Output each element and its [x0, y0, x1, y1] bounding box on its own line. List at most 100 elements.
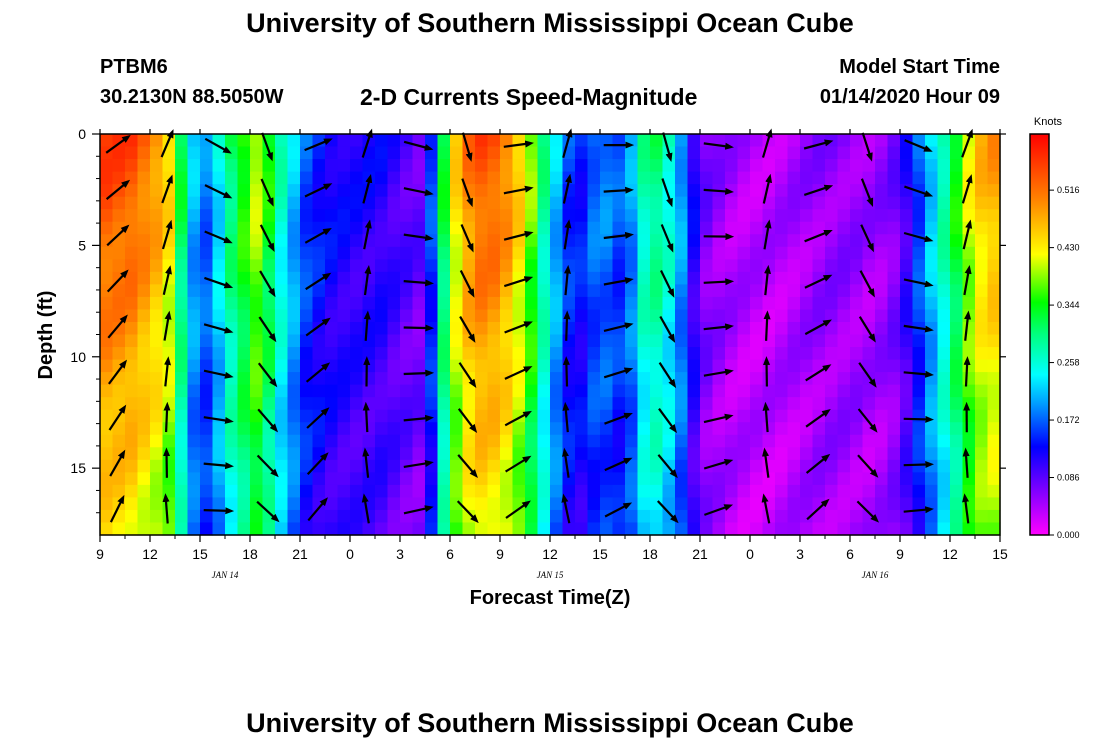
heatmap-cell [162, 409, 176, 423]
heatmap-cell [137, 347, 151, 361]
heatmap-cell [162, 397, 176, 411]
heatmap-cell [600, 246, 614, 260]
heatmap-cell [562, 359, 576, 373]
heatmap-cell [862, 246, 876, 260]
heatmap-cell [437, 447, 451, 461]
heatmap-cell [687, 159, 701, 173]
heatmap-cell [112, 434, 126, 448]
current-arrow [805, 453, 831, 474]
heatmap-cell [350, 309, 364, 323]
heatmap-cell [887, 397, 901, 411]
heatmap-cell [412, 522, 426, 536]
current-arrow [856, 500, 880, 523]
heatmap-cell [262, 522, 276, 536]
current-arrow [203, 323, 234, 334]
current-arrow [903, 231, 934, 243]
heatmap-cell [600, 397, 614, 411]
heatmap-cell [862, 384, 876, 398]
heatmap-cell [125, 234, 139, 248]
current-arrow [305, 362, 331, 383]
heatmap-cell [200, 309, 214, 323]
heatmap-cell [375, 209, 389, 223]
heatmap-cell [787, 384, 801, 398]
heatmap-cell [612, 422, 626, 436]
heatmap-cell [375, 384, 389, 398]
y-tick-label: 5 [78, 237, 86, 253]
heatmap-cell [612, 384, 626, 398]
heatmap-cell [475, 209, 489, 223]
heatmap-cell [187, 422, 201, 436]
heatmap-cell [987, 321, 1001, 336]
heatmap-cell [312, 347, 326, 361]
heatmap-cell [900, 522, 914, 536]
heatmap-cell [612, 296, 626, 311]
heatmap-cell [850, 434, 864, 448]
heatmap-cell [687, 334, 701, 348]
heatmap-cell [525, 422, 539, 436]
heatmap-cell [112, 246, 126, 260]
heatmap-cell [837, 209, 851, 223]
heatmap-cell [950, 134, 964, 148]
heatmap-cell [625, 334, 639, 348]
heatmap-cell [550, 184, 564, 198]
heatmap-cell [737, 459, 751, 473]
heatmap-cell [550, 484, 564, 499]
heatmap-cell [425, 134, 439, 148]
heatmap-cell [300, 209, 314, 223]
heatmap-cell [237, 246, 251, 260]
current-arrow [562, 128, 573, 158]
heatmap-cell [737, 447, 751, 461]
heatmap-cell [725, 171, 739, 185]
heatmap-cell [575, 459, 589, 473]
heatmap-cell [487, 397, 501, 411]
heatmap-cell [787, 321, 801, 336]
heatmap-cell [350, 259, 364, 273]
heatmap-cell [675, 509, 689, 524]
x-tick-label: 0 [346, 546, 354, 562]
heatmap-cell [625, 284, 639, 298]
heatmap-cell [875, 309, 889, 323]
heatmap-cell [125, 221, 139, 235]
heatmap-cell [512, 196, 526, 210]
heatmap-cell [250, 284, 264, 298]
heatmap-cell [712, 409, 726, 423]
heatmap-cell [125, 271, 139, 285]
heatmap-cell [212, 309, 226, 323]
heatmap-cell [612, 372, 626, 386]
heatmap-cell [187, 459, 201, 473]
heatmap-cell [487, 321, 501, 336]
heatmap-cell [237, 472, 251, 486]
heatmap-cell [212, 434, 226, 448]
heatmap-cell [475, 146, 489, 160]
heatmap-cell [200, 447, 214, 461]
heatmap-cell [250, 246, 264, 260]
heatmap-cell [275, 472, 289, 486]
heatmap-cell [562, 334, 576, 348]
heatmap-cell [912, 522, 926, 536]
heatmap-cell [687, 497, 701, 511]
heatmap-cell [575, 347, 589, 361]
heatmap-cell [100, 397, 114, 411]
heatmap-cell [400, 397, 414, 411]
heatmap-cell [737, 384, 751, 398]
heatmap-cell [587, 271, 601, 285]
heatmap-cell [150, 309, 164, 323]
heatmap-cell [150, 434, 164, 448]
heatmap-cell [487, 522, 501, 536]
current-arrow [459, 316, 476, 343]
heatmap-cell [562, 246, 576, 260]
heatmap-cell [962, 321, 976, 336]
heatmap-cell [325, 522, 339, 536]
heatmap-cell [887, 221, 901, 235]
heatmap-cell [912, 196, 926, 210]
heatmap-cell [300, 434, 314, 448]
heatmap-cell [375, 347, 389, 361]
heatmap-cell [937, 284, 951, 298]
heatmap-cell [312, 146, 326, 160]
heatmap-cell [212, 246, 226, 260]
heatmap-cell [550, 522, 564, 536]
heatmap-cell [687, 447, 701, 461]
heatmap-cell [425, 221, 439, 235]
heatmap-cell [375, 309, 389, 323]
heatmap-cell [525, 372, 539, 386]
